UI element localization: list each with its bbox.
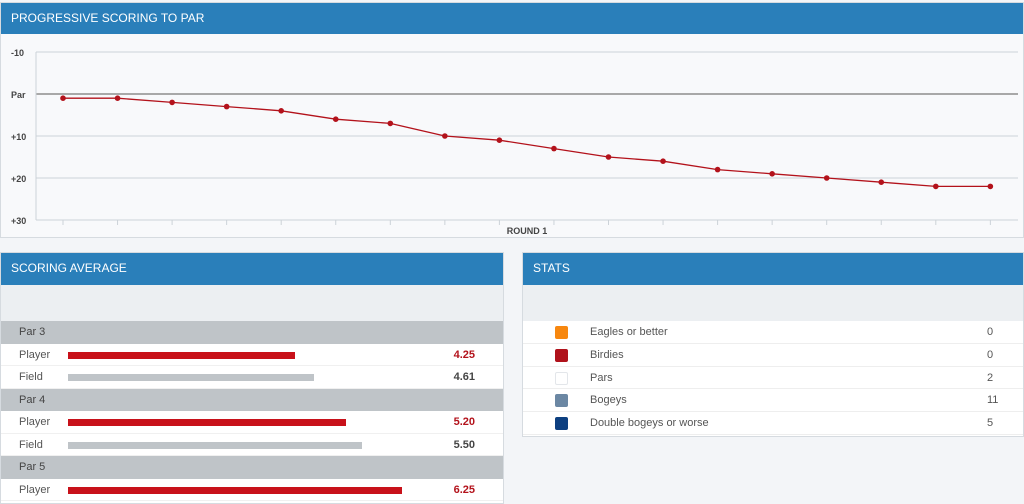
color-swatch-icon: [555, 394, 568, 408]
player-row: Player 6.25: [1, 479, 503, 501]
data-point[interactable]: [223, 103, 230, 110]
row-label: Player: [19, 416, 51, 428]
stats-row: Birdies 0: [523, 344, 1023, 367]
data-point[interactable]: [823, 175, 830, 181]
row-label: Field: [19, 371, 43, 383]
data-point[interactable]: [332, 116, 339, 122]
progressive-scoring-panel: PROGRESSIVE SCORING TO PAR -10 Par +10 +20 +…: [0, 2, 1024, 238]
stats-row: Bogeys 11: [523, 389, 1023, 413]
scoring-average-panel: SCORING AVERAGE Par 3 Player 4.25 Field …: [0, 252, 504, 504]
data-point[interactable]: [714, 166, 721, 173]
stat-label: Birdies: [590, 348, 624, 361]
progressive-scoring-chart: -10 Par +10 +20 +30 ROUND 1: [11, 48, 1018, 236]
field-row: Field 4.61: [1, 366, 503, 389]
data-point[interactable]: [987, 183, 994, 190]
row-value: 4.61: [453, 371, 475, 383]
panel-title: PROGRESSIVE SCORING TO PAR: [1, 3, 1023, 34]
player-bar: [68, 419, 346, 426]
row-label: Player: [19, 348, 51, 361]
color-swatch-icon: [555, 417, 568, 431]
color-swatch-icon: [555, 326, 568, 339]
stat-label: Eagles or better: [590, 326, 668, 338]
y-tick-label: +10: [11, 132, 26, 142]
y-tick-label: -10: [11, 48, 24, 58]
data-point[interactable]: [769, 171, 775, 177]
x-axis-label: ROUND 1: [507, 226, 548, 236]
stat-label: Bogeys: [590, 394, 627, 407]
color-swatch-icon: [555, 348, 568, 362]
series-line: [63, 97, 991, 188]
data-point[interactable]: [551, 145, 557, 152]
stats-row: Eagles or better 0: [523, 321, 1023, 344]
data-point[interactable]: [114, 95, 121, 101]
stats-panel: STATS Eagles or better 0 Birdies 0 Pars …: [522, 252, 1024, 437]
data-point[interactable]: [933, 183, 939, 190]
stat-value: 2: [987, 371, 994, 384]
data-point[interactable]: [442, 133, 448, 139]
y-tick-label: +30: [11, 216, 26, 226]
panel-title: SCORING AVERAGE: [1, 253, 503, 285]
data-point[interactable]: [278, 108, 285, 114]
row-label: Field: [19, 438, 43, 451]
data-point[interactable]: [878, 179, 885, 185]
panel-title: STATS: [523, 253, 1023, 285]
player-bar: [68, 351, 295, 359]
stat-value: 0: [987, 326, 994, 338]
par-group-header: Par 4: [1, 388, 503, 411]
stat-label: Pars: [590, 371, 613, 384]
row-value: 5.50: [453, 438, 475, 451]
player-row: Player 5.20: [1, 411, 503, 434]
stat-value: 11: [987, 394, 999, 407]
data-point[interactable]: [169, 99, 175, 106]
data-point[interactable]: [660, 158, 666, 164]
data-point[interactable]: [496, 137, 503, 143]
color-swatch-icon: [555, 371, 568, 385]
stats-row: Double bogeys or worse 5: [523, 412, 1023, 435]
y-tick-label: +20: [11, 174, 26, 184]
field-bar: [68, 441, 362, 449]
y-tick-label: Par: [11, 90, 26, 100]
par-group-header: Par 3: [1, 321, 503, 344]
row-value: 5.20: [453, 416, 475, 428]
stat-value: 0: [987, 348, 994, 361]
player-row: Player 4.25: [1, 344, 503, 366]
row-label: Player: [19, 483, 51, 496]
header-spacer: [523, 285, 1023, 321]
player-bar: [68, 486, 402, 494]
stat-label: Double bogeys or worse: [590, 417, 709, 430]
field-bar: [68, 374, 315, 381]
field-row: Field 5.50: [1, 434, 503, 456]
stats-row: Pars 2: [523, 367, 1023, 390]
stat-value: 5: [987, 417, 994, 430]
data-point[interactable]: [605, 154, 612, 160]
data-point[interactable]: [387, 120, 394, 127]
row-value: 4.25: [453, 348, 475, 361]
data-point[interactable]: [60, 95, 66, 101]
header-spacer: [1, 285, 503, 321]
par-group-header: Par 5: [1, 456, 503, 479]
row-value: 6.25: [453, 483, 475, 496]
